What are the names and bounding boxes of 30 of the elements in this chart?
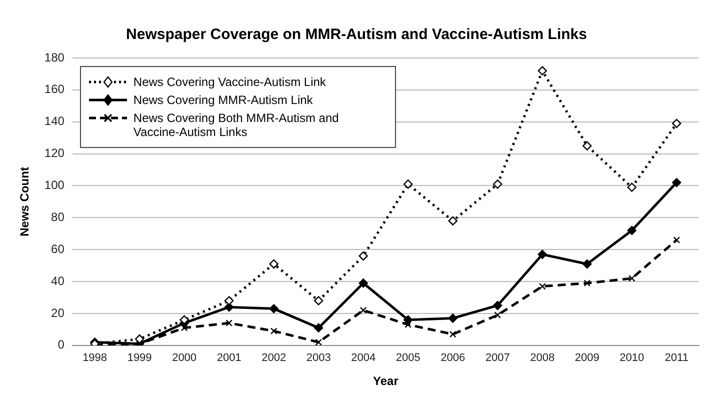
y-tick-label: 20 (51, 306, 65, 320)
y-tick-label: 60 (51, 242, 65, 256)
x-tick-label: 2004 (351, 352, 376, 364)
x-tick-label: 2011 (664, 352, 688, 364)
legend-label: News Covering Both MMR-Autism and Vaccine-Autism Links (133, 111, 340, 139)
y-tick-label: 0 (58, 338, 65, 352)
y-tick-label: 120 (44, 146, 65, 160)
x-tick-label: 2005 (396, 352, 420, 364)
legend-label: News Covering MMR-Autism Link (133, 93, 313, 107)
legend-label: News Covering Vaccine-Autism Link (133, 75, 326, 89)
y-tick-label: 140 (44, 114, 65, 128)
x-tick-label: 2007 (485, 352, 510, 364)
x-tick-label: 2001 (216, 352, 242, 364)
y-tick-label: 40 (51, 274, 65, 288)
x-tick-label: 1999 (127, 352, 152, 364)
x-tick-label: 2000 (172, 352, 197, 364)
x-tick-label: 2010 (620, 352, 644, 364)
x-tick-label: 2003 (306, 352, 331, 364)
x-tick-label: 2006 (440, 352, 466, 364)
y-tick-label: 180 (44, 50, 65, 64)
y-tick-label: 160 (44, 82, 65, 96)
x-tick-label: 2009 (574, 352, 600, 364)
x-tick-label: 1998 (82, 352, 108, 364)
y-tick-label: 100 (44, 178, 65, 192)
x-tick-label: 2008 (530, 352, 555, 364)
x-axis-title: Year (373, 374, 399, 388)
chart-title: Newspaper Coverage on MMR-Autism and Vaccine-Autism Links (126, 26, 587, 44)
y-tick-label: 80 (51, 210, 65, 224)
x-tick-label: 2002 (262, 352, 286, 364)
y-axis-title: News Count (18, 167, 32, 236)
